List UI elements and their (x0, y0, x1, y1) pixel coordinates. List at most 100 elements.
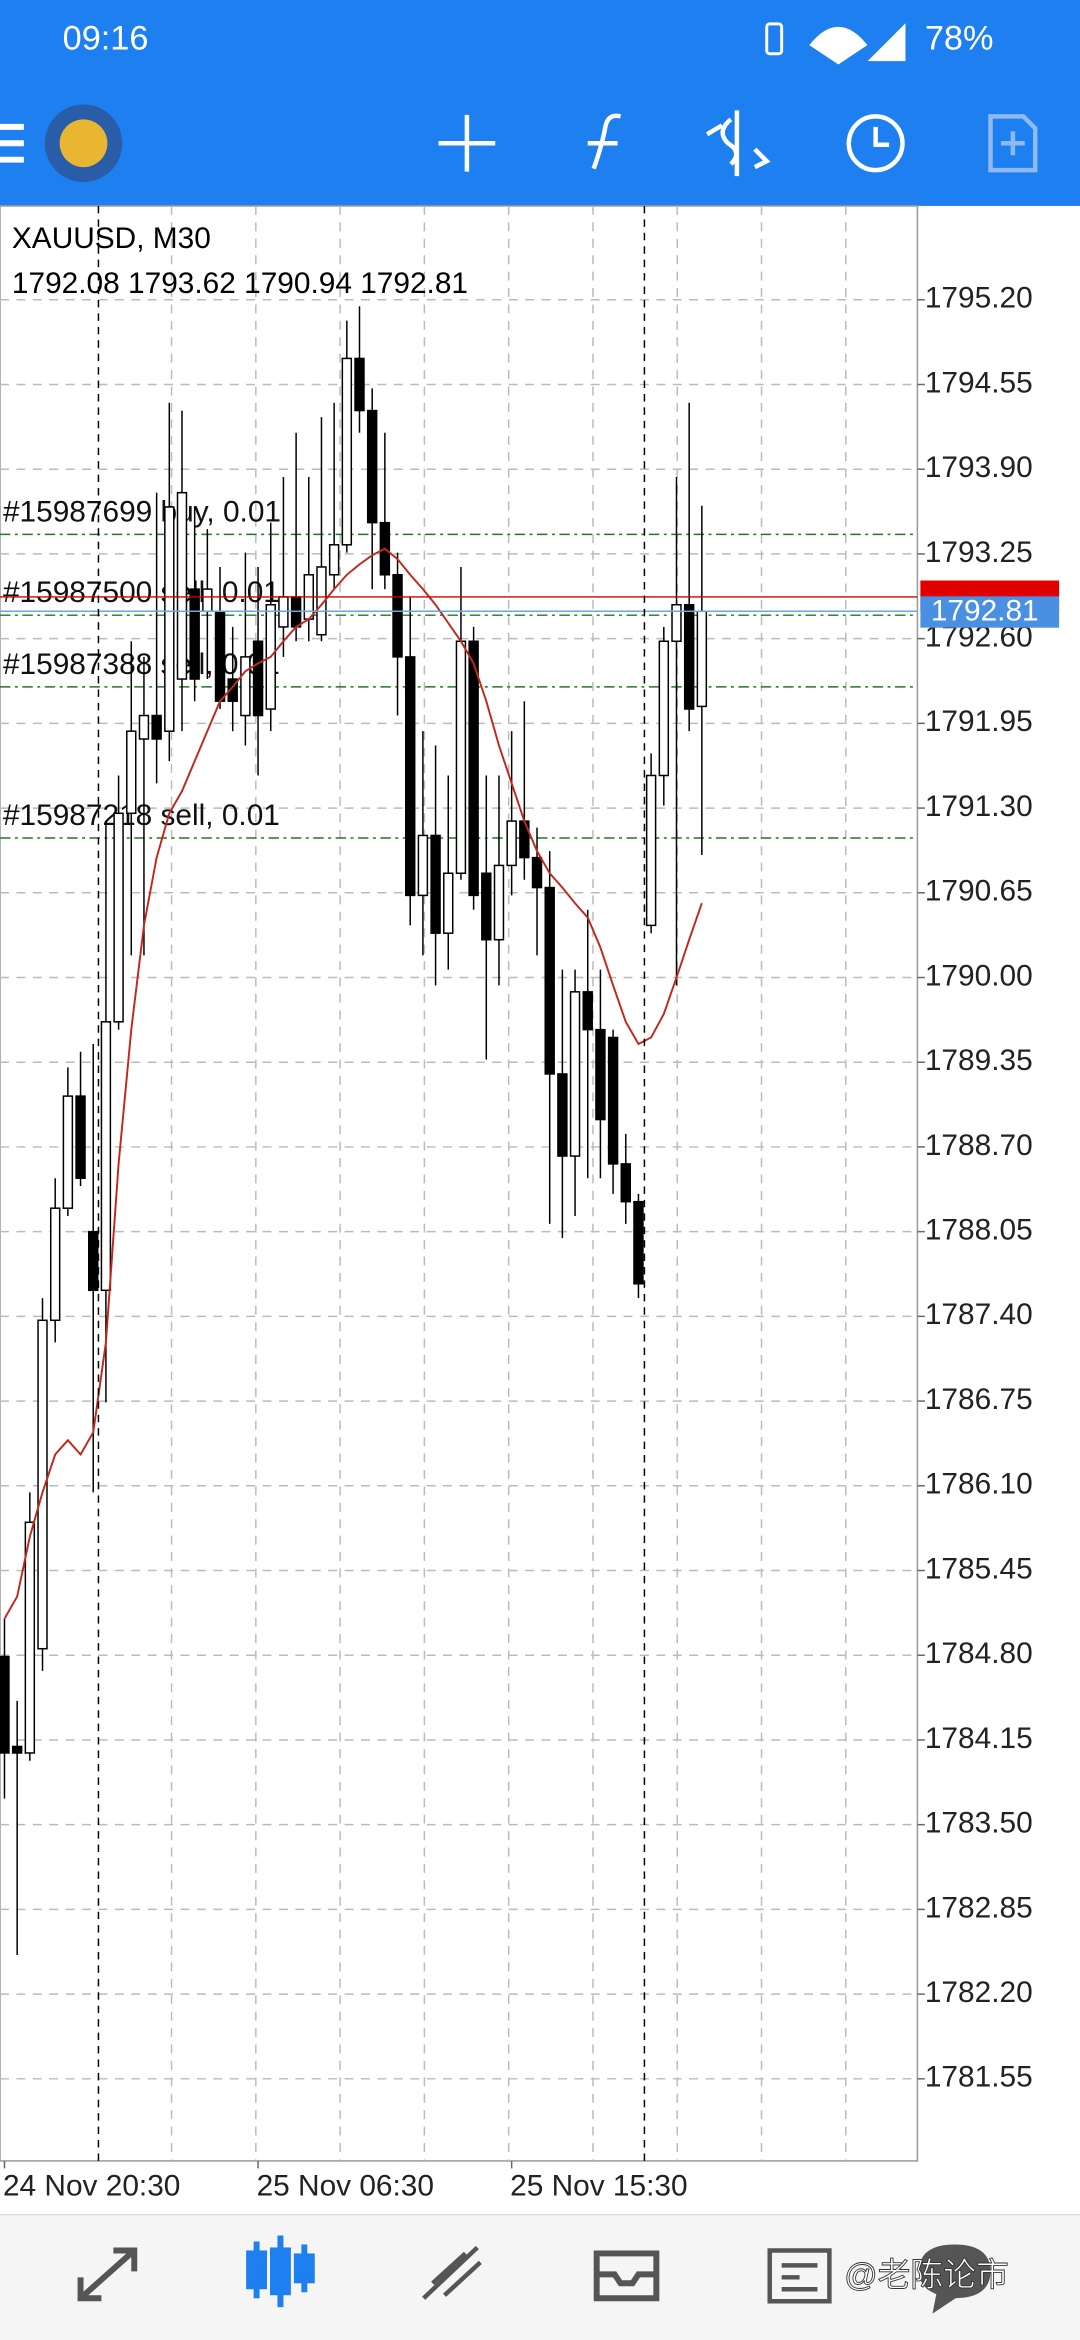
candle-body (683, 604, 695, 710)
candle-body (328, 544, 340, 576)
bid-box (920, 596, 1060, 628)
candle-body (430, 834, 441, 934)
candle-body (49, 1207, 61, 1322)
template-button[interactable] (988, 114, 1038, 173)
toolbar-icons (438, 110, 1038, 177)
candle-body (11, 1745, 23, 1754)
candle-body (37, 1319, 48, 1650)
y-tick-label: 1784.80 (925, 1637, 1033, 1670)
status-time: 09:16 (63, 19, 149, 57)
candle-body (202, 588, 213, 613)
menu-button[interactable] (0, 123, 24, 163)
y-tick-label: 1782.85 (925, 1891, 1033, 1924)
nav-chart[interactable] (246, 2235, 315, 2308)
y-tick-label: 1794.55 (925, 366, 1033, 399)
top-bar (0, 0, 1080, 206)
candle-body (620, 1163, 631, 1203)
y-tick-label: 1782.20 (925, 1976, 1033, 2009)
vibrate-icon (765, 22, 784, 56)
candle-body (151, 714, 162, 740)
candle-body (531, 856, 543, 889)
candle-body (468, 640, 479, 897)
candle-body (113, 812, 124, 1023)
low-value: 1790.94 (244, 267, 352, 300)
candle-body (506, 820, 517, 867)
status-icons (765, 22, 906, 65)
candle-body (62, 1095, 74, 1209)
candle-body (24, 1521, 36, 1754)
y-tick-label: 1784.15 (925, 1722, 1033, 1755)
candle-body (645, 774, 657, 927)
candle-body (392, 574, 403, 658)
candle-body (100, 1021, 112, 1292)
open-value: 1792.08 (12, 267, 120, 300)
candle-body (227, 678, 238, 702)
chart-layer: 1795.201794.551793.901793.251792.601791.… (0, 282, 1060, 2203)
nav-news[interactable] (767, 2248, 832, 2304)
nav-trade[interactable] (422, 2245, 482, 2300)
nav-icons (77, 2235, 991, 2314)
candle-body (658, 640, 670, 777)
candle-body (582, 991, 593, 1031)
y-tick-label: 1787.40 (925, 1298, 1033, 1331)
plot-area (0, 205, 919, 2162)
x-tick-label: 25 Nov 06:30 (257, 2170, 434, 2203)
candle-body (252, 640, 264, 717)
candle-body (126, 730, 137, 815)
y-tick-label: 1786.10 (925, 1468, 1033, 1501)
y-tick-label: 1789.35 (925, 1044, 1033, 1077)
y-tick-label: 1786.75 (925, 1383, 1033, 1416)
y-tick-label: 1785.45 (925, 1552, 1033, 1585)
candle-body (671, 604, 682, 642)
y-tick-label: 1783.50 (925, 1807, 1033, 1840)
crosshair-button[interactable] (438, 114, 496, 172)
ohlc-readout: 1792.08 1793.62 1790.94 1792.81 (12, 267, 468, 300)
nav-quotes[interactable] (77, 2247, 138, 2302)
candle-body (595, 1028, 606, 1121)
candle-body (633, 1200, 644, 1285)
candle-body (341, 357, 353, 546)
nav-chat[interactable] (918, 2244, 991, 2314)
watermark: @老陈论市 (844, 2256, 1009, 2293)
candle-body (240, 656, 251, 717)
candle-body (316, 566, 327, 636)
nav-history[interactable] (593, 2250, 660, 2302)
candle-body (481, 872, 492, 941)
bottom-nav (0, 2214, 1080, 2340)
indicators-button[interactable] (587, 113, 622, 170)
candle-body (417, 834, 429, 897)
y-tick-label: 1788.70 (925, 1129, 1033, 1162)
candle-body (569, 991, 581, 1157)
candle-body (75, 1095, 86, 1179)
high-value: 1793.62 (128, 267, 236, 300)
close-value: 1792.81 (360, 267, 468, 300)
status-battery: 78% (925, 19, 994, 57)
candle-body (544, 886, 555, 1075)
candle-body (214, 610, 226, 702)
candle-body (354, 357, 365, 412)
candle-body (696, 610, 708, 708)
signal-icon (867, 23, 906, 62)
y-tick-label: 1793.25 (925, 536, 1033, 569)
candle-body (138, 714, 150, 740)
candle-body (493, 864, 505, 941)
candle-body (189, 588, 200, 680)
candle-body (443, 872, 454, 934)
y-tick-label: 1791.95 (925, 705, 1033, 738)
x-tick-label: 24 Nov 20:30 (3, 2170, 180, 2203)
y-tick-label: 1790.65 (925, 875, 1033, 908)
wifi-icon (809, 27, 868, 65)
candle-body (366, 409, 378, 524)
period-button[interactable] (846, 114, 905, 173)
y-tick-label: 1788.05 (925, 1214, 1033, 1247)
y-tick-label: 1781.55 (925, 2061, 1033, 2094)
order-label: #15987699 buy, 0.01 (3, 495, 281, 528)
candle-body (0, 1655, 10, 1754)
trade-button[interactable] (705, 110, 771, 177)
vertical-grid (170, 205, 847, 2161)
order-label: #15987218 sell, 0.01 (3, 799, 280, 832)
candle-body (88, 1230, 99, 1292)
